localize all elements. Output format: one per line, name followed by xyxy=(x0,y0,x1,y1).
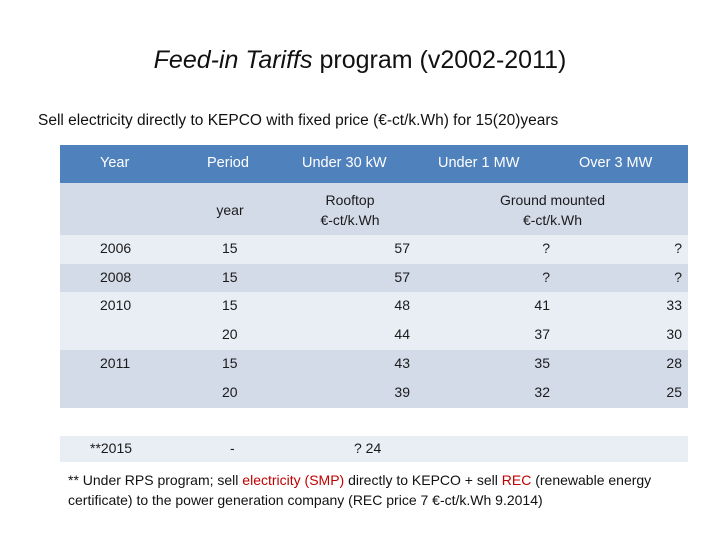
subheader-rooftop: Rooftop €-ct/k.Wh xyxy=(300,190,400,230)
header-under-1mw: Under 1 MW xyxy=(438,155,520,171)
table-header-row xyxy=(60,145,688,183)
rooftop-label: Rooftop xyxy=(325,192,375,208)
subheader-ground-mounted: Ground mounted €-ct/k.Wh xyxy=(470,190,635,230)
cell-under-1mw: ? xyxy=(542,240,550,256)
header-year: Year xyxy=(100,155,130,171)
cell-period: 15 xyxy=(222,269,238,285)
cell-under-1mw: ? xyxy=(542,269,550,285)
subheader-band xyxy=(60,183,688,235)
row-band xyxy=(60,436,688,462)
header-under-30kw: Under 30 kW xyxy=(302,155,387,171)
cell-over-3mw: 28 xyxy=(666,355,682,371)
cell-under-30kw: 44 xyxy=(394,326,410,342)
cell-year: 2006 xyxy=(100,240,132,256)
cell-period: 15 xyxy=(222,297,238,313)
cell-period: 20 xyxy=(222,326,238,342)
title-rest: program (v2002-2011) xyxy=(312,46,567,74)
footnote-highlight: electricity (SMP) xyxy=(242,472,345,488)
cell-over-3mw: 25 xyxy=(666,384,682,400)
cell-period: - xyxy=(230,440,235,456)
cell-under-30kw: 48 xyxy=(394,297,410,313)
row-band xyxy=(60,264,688,292)
slide-title: Feed-in Tariffs program (v2002-2011) xyxy=(0,46,720,75)
cell-period: 15 xyxy=(222,240,238,256)
cell-under-1mw: 41 xyxy=(534,297,550,313)
cell-under-30kw: 57 xyxy=(394,269,410,285)
slide-subtitle: Sell electricity directly to KEPCO with … xyxy=(38,112,559,129)
rooftop-unit: €-ct/k.Wh xyxy=(320,212,380,228)
cell-year: 2008 xyxy=(100,269,132,285)
cell-under-1mw: 35 xyxy=(534,355,550,371)
footnote-text: (renewable energy certificate) to the po… xyxy=(68,472,652,508)
cell-over-3mw: 30 xyxy=(666,326,682,342)
header-period: Period xyxy=(207,155,249,171)
row-band xyxy=(60,350,688,408)
ground-label: Ground mounted xyxy=(499,192,606,208)
cell-over-3mw: ? xyxy=(674,269,682,285)
footnote-text: ** Under RPS program; sell xyxy=(68,472,243,488)
cell-year: **2015 xyxy=(90,440,133,456)
cell-under-1mw: 37 xyxy=(534,326,550,342)
footnote: ** Under RPS program; sell electricity (… xyxy=(68,470,698,510)
subheader-period-unit: year xyxy=(216,202,244,218)
row-band xyxy=(60,235,688,264)
cell-under-30kw: 43 xyxy=(394,355,410,371)
ground-unit: €-ct/k.Wh xyxy=(522,212,583,228)
header-over-3mw: Over 3 MW xyxy=(579,155,653,171)
cell-under-30kw: ? 24 xyxy=(354,440,382,456)
footnote-highlight: REC xyxy=(501,472,532,488)
title-italic: Feed-in Tariffs xyxy=(153,46,313,74)
cell-over-3mw: 33 xyxy=(666,297,682,313)
cell-under-30kw: 39 xyxy=(394,384,410,400)
cell-year: 2010 xyxy=(100,297,132,313)
cell-over-3mw: ? xyxy=(674,240,682,256)
cell-year: 2011 xyxy=(100,355,131,371)
cell-period: 15 xyxy=(222,355,238,371)
row-band xyxy=(60,292,688,350)
cell-period: 20 xyxy=(222,384,238,400)
cell-under-1mw: 32 xyxy=(534,384,550,400)
cell-under-30kw: 57 xyxy=(394,240,410,256)
footnote-text: directly to KEPCO + sell xyxy=(344,472,502,488)
